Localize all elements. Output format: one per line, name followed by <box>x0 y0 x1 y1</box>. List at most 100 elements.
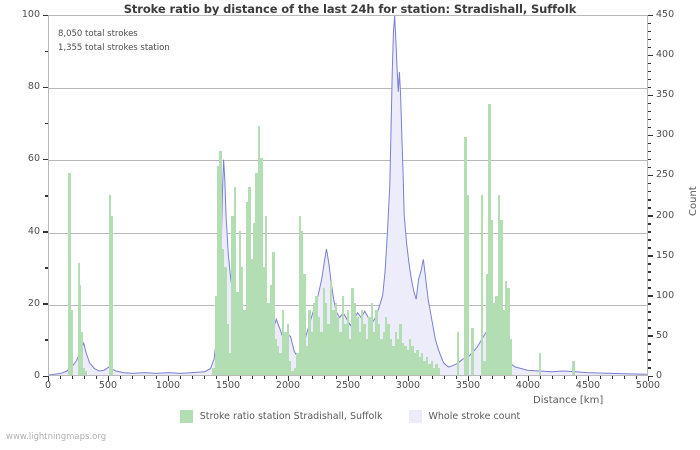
bar <box>229 353 232 375</box>
legend-swatch-bars <box>179 410 193 423</box>
bar <box>241 266 244 375</box>
x-tick-mark <box>623 376 625 379</box>
bar <box>327 324 330 375</box>
y-tick-label-right: 150 <box>656 249 675 261</box>
bar <box>387 324 390 375</box>
bar <box>351 288 354 375</box>
y-tick-label-left: 60 <box>27 153 40 165</box>
y-tick-label-left: 20 <box>27 297 40 309</box>
x-tick-mark <box>119 376 121 379</box>
x-tick-label: 500 <box>98 380 118 391</box>
bar <box>502 310 505 375</box>
bar <box>353 302 357 375</box>
bar <box>267 302 270 375</box>
bar <box>497 194 501 375</box>
bar <box>349 338 352 375</box>
y-tick-mark-right <box>648 118 651 121</box>
x-tick-mark <box>503 376 505 379</box>
bar <box>433 367 436 375</box>
y-tick-label-right: 350 <box>656 89 675 101</box>
bar <box>334 302 337 375</box>
x-tick-mark <box>611 376 613 379</box>
y-tick-mark-right <box>648 231 651 233</box>
x-tick-mark <box>491 376 493 379</box>
x-tick-mark <box>83 376 85 379</box>
bar <box>80 331 83 375</box>
bar <box>380 338 383 375</box>
bar <box>332 310 335 375</box>
x-tick-mark <box>527 376 529 381</box>
bar <box>214 295 217 375</box>
bar <box>392 346 395 375</box>
y-tick-mark-right <box>648 295 653 297</box>
y-tick-mark-left <box>43 158 48 161</box>
bar <box>245 201 249 375</box>
bar <box>466 194 469 375</box>
x-tick-mark <box>71 376 73 379</box>
gridline <box>49 88 647 90</box>
bar <box>272 252 275 375</box>
bar <box>404 346 407 375</box>
bar <box>382 331 385 375</box>
bar <box>68 172 71 375</box>
bar <box>286 324 289 375</box>
y-tick-label-left: 80 <box>27 81 40 93</box>
bar <box>377 324 381 375</box>
bar <box>291 371 294 375</box>
x-tick-label: 4500 <box>575 380 601 391</box>
stroke-ratio-bar-series <box>49 16 647 375</box>
y-tick-mark-right <box>648 166 651 169</box>
bar <box>337 317 340 375</box>
legend-item-stroke-ratio: Stroke ratio station Stradishall, Suffol… <box>179 410 383 423</box>
bar <box>85 371 88 375</box>
y-tick-mark-right <box>648 158 651 161</box>
x-tick-mark <box>95 376 97 379</box>
bar <box>82 367 85 375</box>
bar <box>325 302 328 375</box>
y-tick-mark-right <box>648 319 651 321</box>
x-tick-mark <box>371 376 373 379</box>
y-tick-mark-right <box>648 22 651 25</box>
bar <box>110 216 113 375</box>
bar <box>363 324 366 375</box>
gridline <box>49 160 647 162</box>
bar <box>260 158 263 375</box>
x-tick-label: 1000 <box>155 380 181 391</box>
bar <box>368 317 371 375</box>
y-tick-label-right: 450 <box>656 9 675 20</box>
bar <box>315 295 318 375</box>
legend-label-bars: Stroke ratio station Stradishall, Suffol… <box>199 411 383 422</box>
x-tick-label: 0 <box>44 380 52 391</box>
x-tick-mark <box>275 376 277 379</box>
x-tick-mark <box>287 376 289 381</box>
bar <box>365 338 369 375</box>
bar <box>77 263 81 375</box>
x-tick-label: 3500 <box>455 380 481 391</box>
y-tick-mark-right <box>648 174 653 177</box>
y-tick-label-right: 250 <box>656 169 675 181</box>
y-tick-mark-right <box>648 150 651 153</box>
y-tick-mark-right <box>648 271 651 273</box>
bar <box>298 216 301 375</box>
bar <box>406 349 409 375</box>
bar <box>212 367 215 375</box>
bar <box>385 317 388 375</box>
bar <box>243 310 246 375</box>
y-tick-mark-right <box>648 215 653 217</box>
y-tick-mark-right <box>648 199 651 201</box>
y-tick-mark-right <box>648 62 651 65</box>
x-tick-mark <box>347 376 349 381</box>
x-tick-mark <box>167 376 169 381</box>
y-tick-mark-right <box>648 351 651 353</box>
y-tick-mark-right <box>648 263 651 265</box>
y-tick-mark-right <box>648 303 651 305</box>
y-tick-mark-left <box>43 231 48 233</box>
bar <box>416 349 419 375</box>
x-tick-mark <box>251 376 253 379</box>
bar <box>435 364 438 375</box>
x-tick-mark <box>335 376 337 379</box>
bar <box>481 194 484 375</box>
x-axis-label: Distance [km] <box>533 395 604 406</box>
y-tick-mark-left <box>43 375 48 377</box>
bar <box>389 338 393 375</box>
